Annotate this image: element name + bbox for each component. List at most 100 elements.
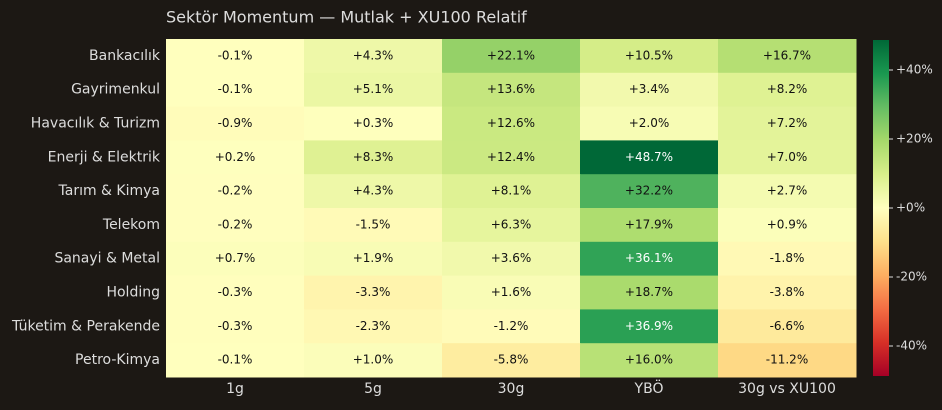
heatmap-cell [304, 39, 443, 74]
data-label: +7.2% [767, 116, 808, 130]
heatmap-cell [304, 174, 443, 209]
data-label: -0.3% [218, 319, 253, 333]
data-label: +16.7% [763, 48, 811, 62]
heatmap-cell [304, 106, 443, 141]
colorbar-tick-label: +20% [896, 132, 933, 146]
heatmap-cell [166, 309, 305, 344]
data-label: +48.7% [625, 150, 673, 164]
data-label: -0.3% [218, 285, 253, 299]
data-label: +8.2% [767, 82, 808, 96]
data-label: -1.5% [356, 217, 391, 231]
data-label: +1.6% [491, 285, 532, 299]
data-label: +36.9% [625, 319, 673, 333]
data-label: -1.8% [770, 251, 805, 265]
heatmap-cell [580, 343, 719, 378]
heatmap-cell [718, 275, 857, 310]
heatmap-cell [304, 72, 443, 108]
y-tick-label: Havacılık & Turizm [31, 116, 160, 132]
heatmap-cell [718, 343, 857, 378]
data-label: -1.2% [494, 319, 529, 333]
colorbar-tick-label: +0% [896, 201, 925, 215]
data-label: -6.6% [770, 319, 805, 333]
data-label: -0.1% [218, 48, 253, 62]
data-label: +6.3% [491, 217, 532, 231]
heatmap-cell [166, 72, 305, 108]
data-label: +4.3% [353, 48, 394, 62]
heatmap-cell [580, 208, 719, 243]
heatmap-cell [580, 174, 719, 209]
y-tick-label: Sanayi & Metal [54, 251, 160, 267]
heatmap-cell [718, 208, 857, 243]
y-tick-label: Enerji & Elektrik [48, 149, 161, 165]
heatmap-cell [442, 72, 581, 108]
y-tick-label: Petro-Kimya [75, 352, 160, 368]
data-label: +0.2% [215, 150, 256, 164]
data-label: +3.4% [629, 82, 670, 96]
x-tick-label: 1g [226, 381, 244, 397]
heatmap-cell [166, 106, 305, 141]
x-tick-label: YBÖ [634, 379, 664, 397]
data-label: +18.7% [625, 285, 673, 299]
data-label: +5.1% [353, 82, 394, 96]
data-label: +0.3% [353, 116, 394, 130]
data-label: -3.3% [356, 285, 391, 299]
heatmap-cell [166, 39, 305, 74]
heatmap-cell [580, 140, 719, 175]
heatmap-cell [718, 72, 857, 108]
data-label: +36.1% [625, 251, 673, 265]
y-tick-label: Tarım & Kimya [58, 183, 161, 199]
data-label: +22.1% [487, 48, 535, 62]
heatmap-cell [442, 174, 581, 209]
heatmap-cell [442, 241, 581, 277]
data-label: +8.1% [491, 184, 532, 198]
data-label: +4.3% [353, 184, 394, 198]
heatmap-cell [718, 174, 857, 209]
y-tick-label: Holding [106, 285, 160, 301]
heatmap-cell [580, 241, 719, 277]
data-label: -3.8% [770, 285, 805, 299]
heatmap-cell [166, 241, 305, 277]
heatmap-cell [304, 241, 443, 277]
heatmap-cell [580, 309, 719, 344]
data-label: +3.6% [491, 251, 532, 265]
data-label: -2.3% [356, 319, 391, 333]
heatmap-cell [580, 275, 719, 310]
x-tick-label: 5g [364, 381, 382, 397]
data-label: -5.8% [494, 353, 529, 367]
heatmap-cell [580, 106, 719, 141]
data-label: -11.2% [766, 353, 808, 367]
heatmap-cell [718, 241, 857, 277]
heatmap-cell [166, 275, 305, 310]
heatmap-cell [166, 343, 305, 378]
heatmap-cell [718, 140, 857, 175]
data-label: +13.6% [487, 82, 535, 96]
colorbar-tick-label: +40% [896, 63, 933, 77]
data-label: -0.2% [218, 184, 253, 198]
data-label: +10.5% [625, 48, 673, 62]
heatmap-cell [718, 39, 857, 74]
data-label: +16.0% [625, 353, 673, 367]
heatmap-cell [718, 309, 857, 344]
heatmap-cell [166, 174, 305, 209]
heatmap-cell [442, 309, 581, 344]
heatmap-cell [580, 39, 719, 74]
y-tick-label: Tüketim & Perakende [11, 318, 160, 334]
heatmap-cell [304, 140, 443, 175]
heatmap-cell [304, 275, 443, 310]
data-label: +7.0% [767, 150, 808, 164]
heatmap-cell [442, 208, 581, 243]
data-label: -0.2% [218, 217, 253, 231]
x-tick-label: 30g vs XU100 [738, 381, 836, 397]
data-label: +0.9% [767, 217, 808, 231]
data-label: +2.7% [767, 184, 808, 198]
heatmap-cell [442, 140, 581, 175]
heatmap-cell [580, 72, 719, 108]
heatmap-cell [442, 275, 581, 310]
data-label: -0.1% [218, 353, 253, 367]
data-label: +17.9% [625, 217, 673, 231]
heatmap-cell [304, 343, 443, 378]
heatmap-cell [166, 208, 305, 243]
data-label: +1.0% [353, 353, 394, 367]
heatmap-cell [442, 106, 581, 141]
